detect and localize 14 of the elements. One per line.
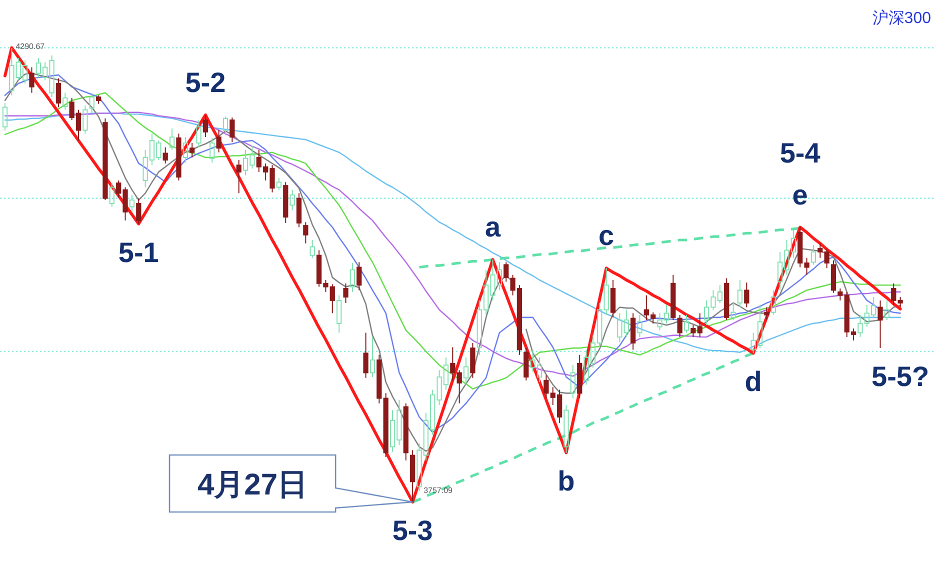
data-label: a: [484, 212, 501, 243]
data-label: 5-5?: [872, 361, 930, 392]
data-label: d: [744, 366, 762, 398]
data-label: 5-1: [118, 236, 159, 268]
text: 3757.09: [424, 486, 452, 495]
callout: 4月27日: [168, 454, 414, 513]
data-label: 5-3: [392, 515, 433, 546]
data-label: b: [558, 466, 575, 497]
chart-title: 沪深300: [872, 9, 932, 27]
data-label: 5-4 e: [780, 137, 821, 210]
data-label: 5-2: [185, 66, 226, 98]
annotation: 4月27日: [198, 468, 308, 502]
text: 4290.67: [16, 42, 45, 51]
data-label: c: [598, 220, 614, 252]
